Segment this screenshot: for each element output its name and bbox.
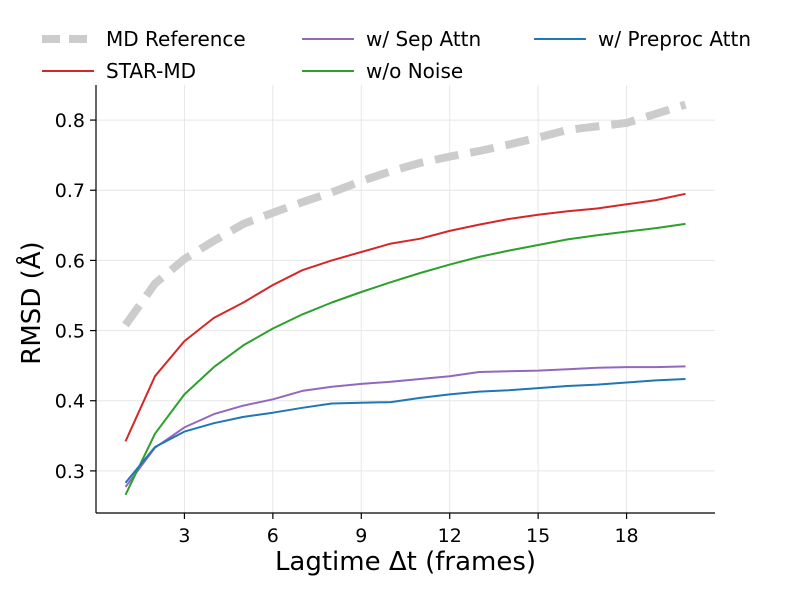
x-tick-label: 6 (267, 525, 279, 547)
legend-label-star-md: STAR-MD (106, 59, 196, 83)
legend: MD Reference STAR-MD w/ Sep Attn w/o Noise w… (42, 27, 751, 83)
y-tick-label: 0.8 (55, 110, 85, 132)
legend-label-md-reference: MD Reference (106, 27, 246, 51)
axes (95, 85, 715, 514)
ticks: 3 6 9 12 15 18 0.3 0.4 0.5 0.6 0.7 0.8 (55, 110, 639, 547)
x-tick-label: 3 (178, 525, 190, 547)
y-tick-label: 0.5 (55, 321, 85, 343)
series-lines (122, 100, 687, 496)
x-tick-label: 18 (614, 525, 638, 547)
x-tick-label: 12 (438, 525, 462, 547)
grid (96, 85, 715, 513)
y-axis-title: RMSD (Å) (15, 241, 47, 364)
legend-label-w-preproc-attn: w/ Preproc Attn (598, 27, 751, 51)
legend-label-w-o-noise: w/o Noise (366, 59, 463, 83)
y-tick-label: 0.4 (55, 391, 85, 413)
series-line-w-sep-attn (124, 365, 686, 488)
x-axis-title: Lagtime Δt (frames) (275, 547, 536, 577)
series-line-w-preproc-attn (124, 378, 686, 484)
legend-label-w-sep-attn: w/ Sep Attn (366, 27, 481, 51)
y-tick-label: 0.6 (55, 250, 85, 272)
y-tick-label: 0.7 (55, 180, 85, 202)
series-line-star-md (124, 192, 686, 442)
x-tick-label: 9 (355, 525, 367, 547)
y-tick-label: 0.3 (55, 461, 85, 483)
x-tick-label: 15 (526, 525, 550, 547)
series-line-w-o-noise (124, 222, 686, 496)
series-line-md-reference (122, 100, 687, 328)
